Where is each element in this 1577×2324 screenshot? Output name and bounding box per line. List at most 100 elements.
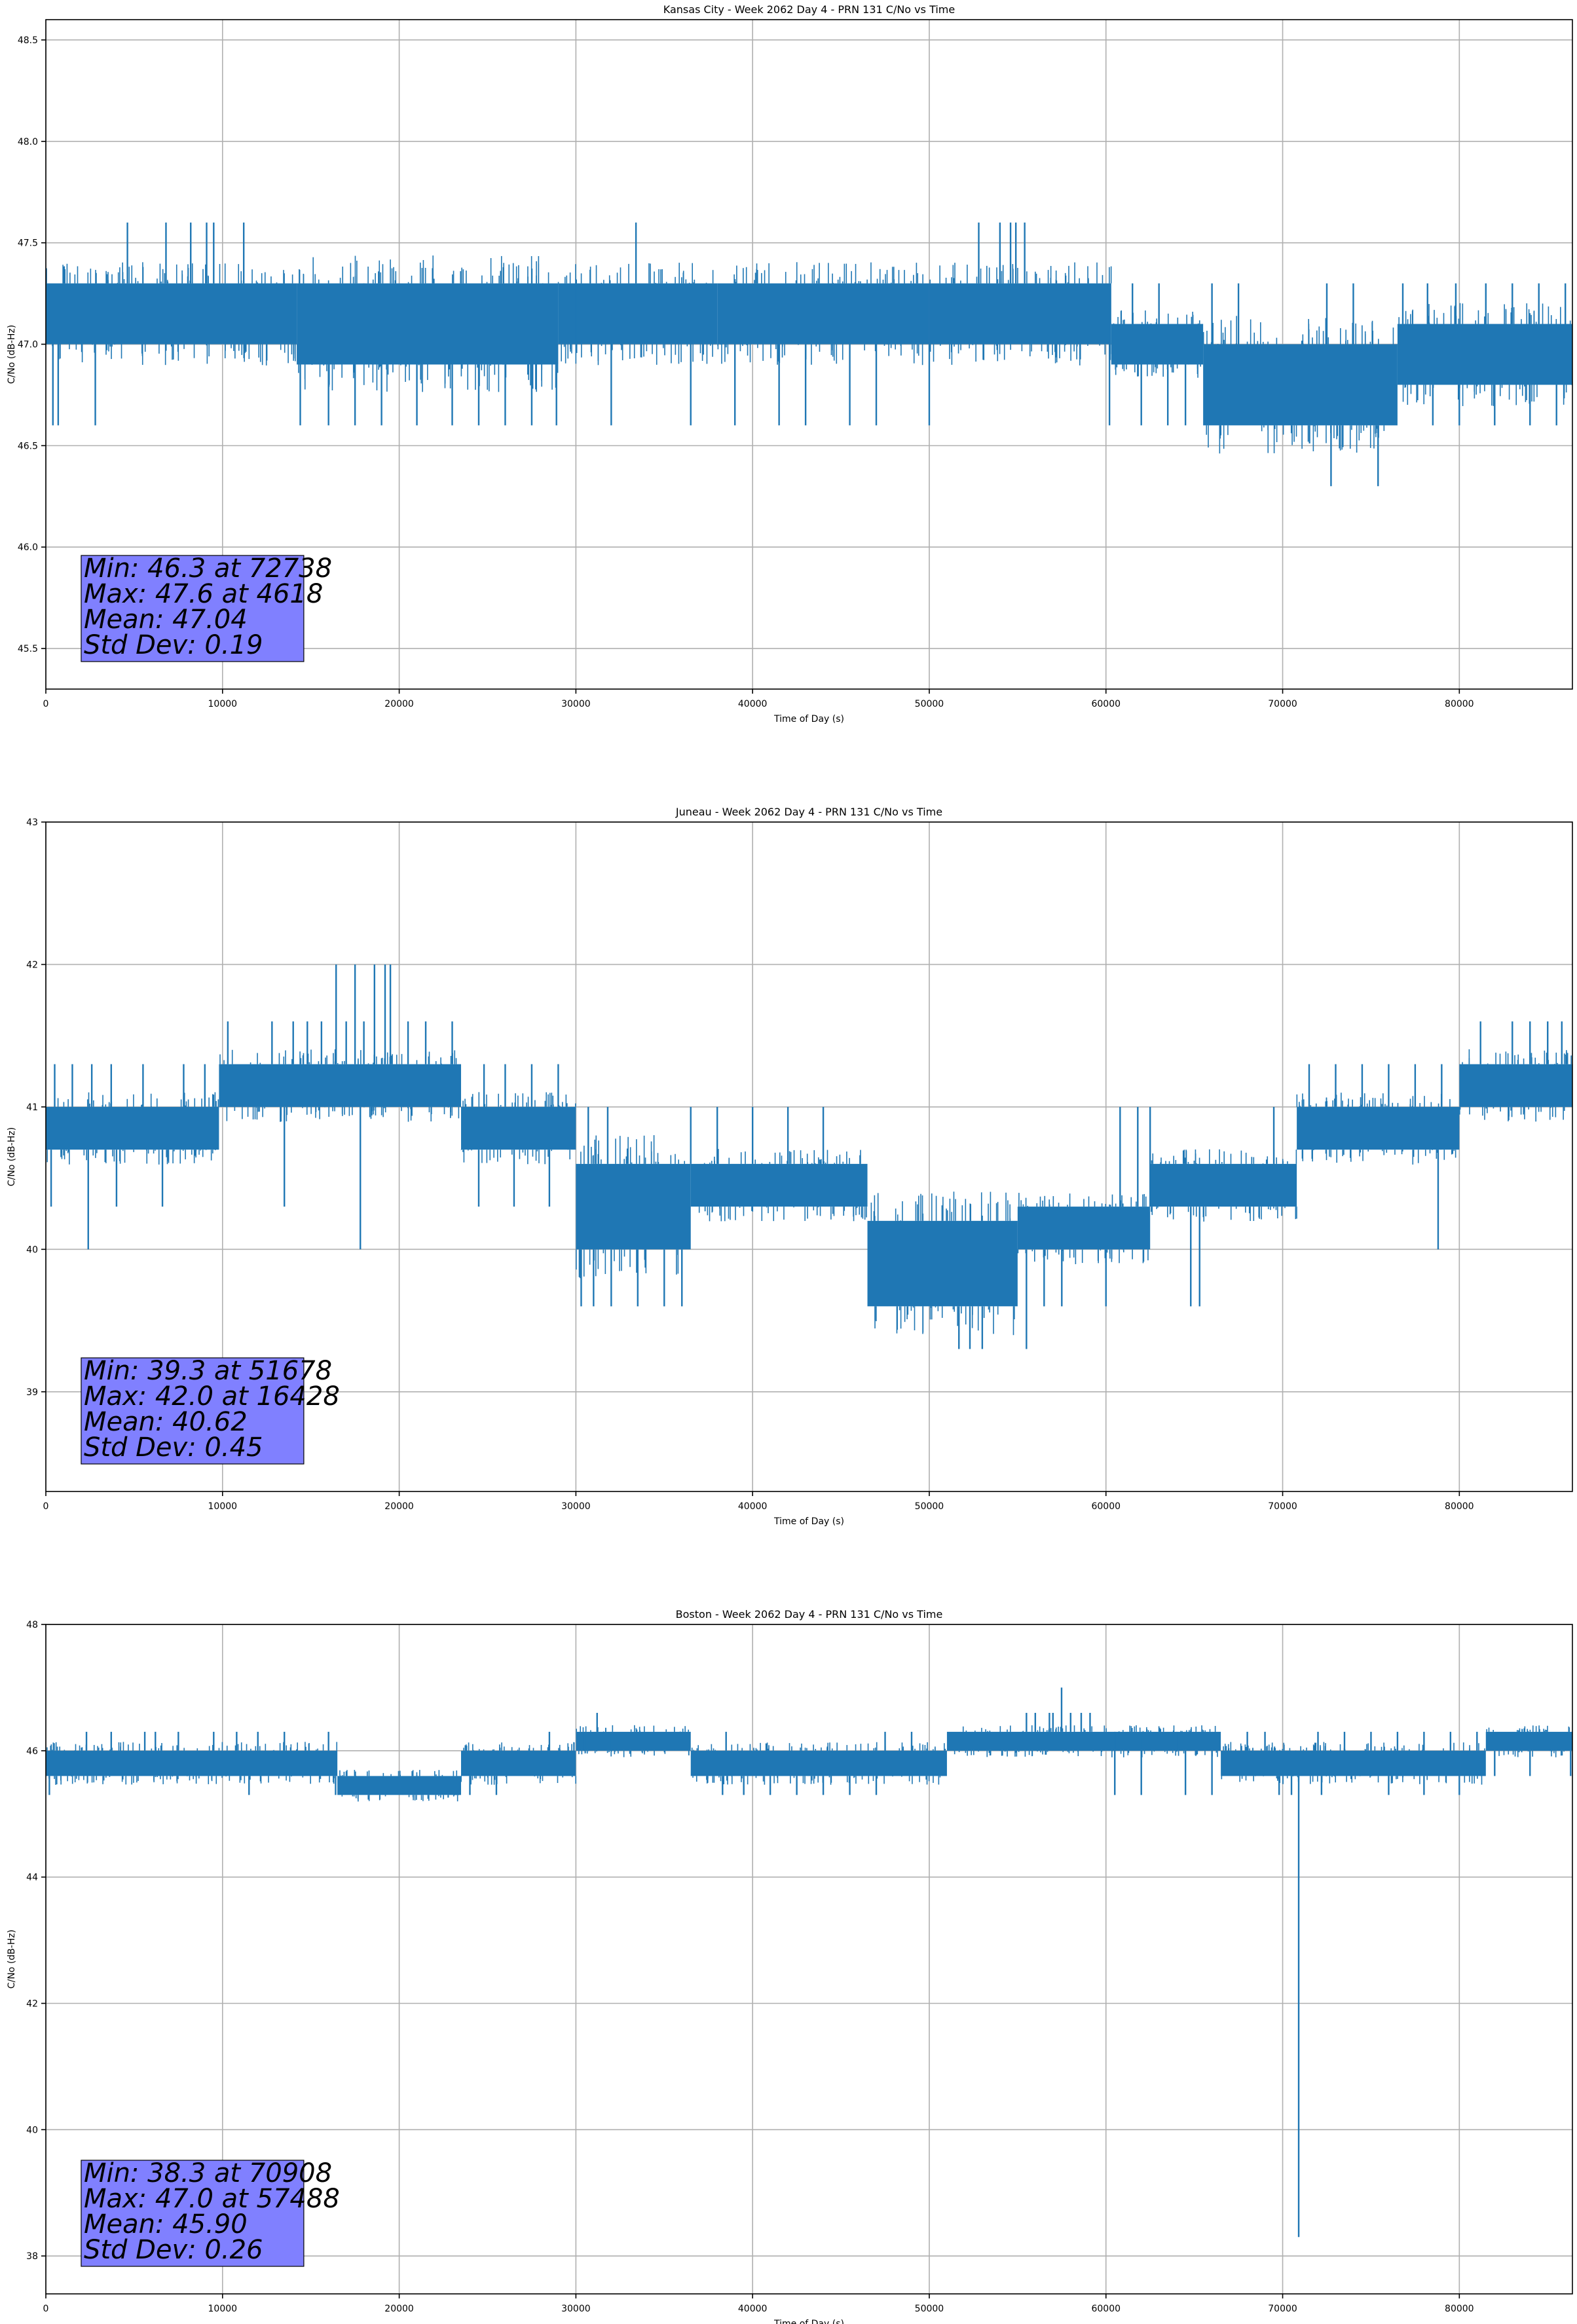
y-tick-label: 46.0 <box>18 542 38 553</box>
stats-mean: Mean: 47.04 <box>84 605 248 635</box>
y-tick-label: 39 <box>26 1387 38 1398</box>
x-tick-label: 40000 <box>738 2304 768 2314</box>
series-band <box>1221 1750 1486 1776</box>
series-band <box>461 1750 576 1776</box>
y-tick-label: 48.5 <box>18 35 38 46</box>
series-band <box>576 1731 691 1751</box>
y-tick-label: 41 <box>26 1102 38 1113</box>
y-tick-label: 47.5 <box>18 238 38 249</box>
stats-mean: Mean: 45.90 <box>84 2209 248 2240</box>
series-band <box>297 283 559 365</box>
y-tick-label: 48.0 <box>18 137 38 147</box>
y-axis-label: C/No (dB-Hz) <box>7 1930 17 1989</box>
x-tick-label: 70000 <box>1268 699 1297 709</box>
series-band <box>1459 1064 1572 1107</box>
x-tick-label: 50000 <box>915 699 944 709</box>
x-tick-label: 20000 <box>384 2304 414 2314</box>
y-tick-label: 46 <box>26 1746 38 1757</box>
x-tick-label: 70000 <box>1268 2304 1297 2314</box>
y-tick-label: 42 <box>26 1998 38 2009</box>
series-band <box>946 1731 1221 1751</box>
y-tick-label: 48 <box>26 1620 38 1630</box>
y-tick-label: 46.5 <box>18 441 38 451</box>
stats-box <box>81 555 305 662</box>
series-band <box>929 283 1111 345</box>
y-tick-label: 44 <box>26 1873 38 1883</box>
stats-mean: Mean: 40.62 <box>84 1407 248 1437</box>
stats-min: Min: 46.3 at 72738 <box>84 553 332 584</box>
x-tick-label: 20000 <box>384 699 414 709</box>
y-tick-label: 40 <box>26 1245 38 1255</box>
series-band <box>46 1750 338 1776</box>
y-tick-label: 43 <box>26 817 38 828</box>
x-tick-label: 40000 <box>738 699 768 709</box>
stats-box <box>81 1357 305 1465</box>
stats-min: Min: 38.3 at 70908 <box>84 2158 332 2188</box>
x-tick-label: 0 <box>43 1501 49 1512</box>
x-axis-label: Time of Day (s) <box>773 1516 844 1527</box>
y-tick-label: 40 <box>26 2125 38 2135</box>
stats-std-dev: Std Dev: 0.19 <box>84 630 263 660</box>
series-band <box>46 283 122 345</box>
x-tick-label: 10000 <box>208 2304 238 2314</box>
stats-std-dev: Std Dev: 0.45 <box>84 1433 263 1463</box>
series-line <box>46 1687 1572 2238</box>
series-line <box>46 222 1572 487</box>
y-tick-label: 47.0 <box>18 340 38 350</box>
stats-max: Max: 47.0 at 57488 <box>84 2184 340 2214</box>
series-band <box>461 1106 576 1150</box>
series-band <box>46 1106 219 1150</box>
series-band <box>122 283 297 345</box>
chart-panel: 0 10000 20000 30000 40000 50000 60000 70000 8000… <box>7 3 1573 724</box>
axes-frame <box>45 19 1573 690</box>
x-tick-label: 70000 <box>1268 1501 1297 1512</box>
x-axis-label: Time of Day (s) <box>773 714 844 724</box>
chart-title: Boston - Week 2062 Day 4 - PRN 131 C/No … <box>676 1608 943 1621</box>
series-band <box>690 1163 868 1207</box>
stats-min: Min: 39.3 at 51678 <box>84 1356 332 1386</box>
stats-box <box>81 2160 305 2267</box>
x-tick-label: 30000 <box>561 1501 591 1512</box>
series-band <box>1203 344 1398 426</box>
x-tick-label: 60000 <box>1091 2304 1121 2314</box>
series-band <box>1485 1731 1572 1751</box>
x-tick-label: 80000 <box>1445 1501 1474 1512</box>
series-band <box>1017 1207 1151 1250</box>
x-tick-label: 30000 <box>561 2304 591 2314</box>
series-band <box>690 1750 947 1776</box>
series-band <box>1297 1106 1460 1150</box>
y-axis-label: C/No (dB-Hz) <box>7 1127 17 1186</box>
series-band <box>219 1064 462 1107</box>
chart-panel: 0 10000 20000 30000 40000 50000 60000 70000 8000… <box>7 806 1573 1527</box>
y-tick-label: 42 <box>26 960 38 970</box>
chart-panel: 0 10000 20000 30000 40000 50000 60000 70000 8000… <box>7 1608 1573 2324</box>
x-tick-label: 50000 <box>915 2304 944 2314</box>
x-tick-label: 40000 <box>738 1501 768 1512</box>
series-band <box>558 283 718 345</box>
chart-title: Kansas City - Week 2062 Day 4 - PRN 131 … <box>663 3 955 16</box>
series-line <box>46 964 1572 1349</box>
stats-max: Max: 47.6 at 4618 <box>84 579 323 609</box>
axes-frame <box>45 821 1573 1492</box>
series-band <box>337 1776 462 1795</box>
x-tick-label: 20000 <box>384 1501 414 1512</box>
x-tick-label: 60000 <box>1091 699 1121 709</box>
x-tick-label: 50000 <box>915 1501 944 1512</box>
x-tick-label: 80000 <box>1445 699 1474 709</box>
x-axis-label: Time of Day (s) <box>773 2319 844 2324</box>
x-tick-label: 10000 <box>208 1501 238 1512</box>
stats-std-dev: Std Dev: 0.26 <box>84 2235 263 2265</box>
x-tick-label: 30000 <box>561 699 591 709</box>
stats-max: Max: 42.0 at 16428 <box>84 1381 340 1412</box>
y-tick-label: 38 <box>26 2251 38 2262</box>
x-tick-label: 0 <box>43 2304 49 2314</box>
x-tick-label: 80000 <box>1445 2304 1474 2314</box>
y-tick-label: 45.5 <box>18 644 38 654</box>
series-band <box>1397 324 1572 385</box>
axes-frame <box>45 1624 1573 2295</box>
series-band <box>576 1163 691 1250</box>
chart-title: Juneau - Week 2062 Day 4 - PRN 131 C/No … <box>675 806 942 818</box>
x-tick-label: 60000 <box>1091 1501 1121 1512</box>
series-band <box>1150 1163 1297 1207</box>
series-band <box>1111 324 1204 365</box>
